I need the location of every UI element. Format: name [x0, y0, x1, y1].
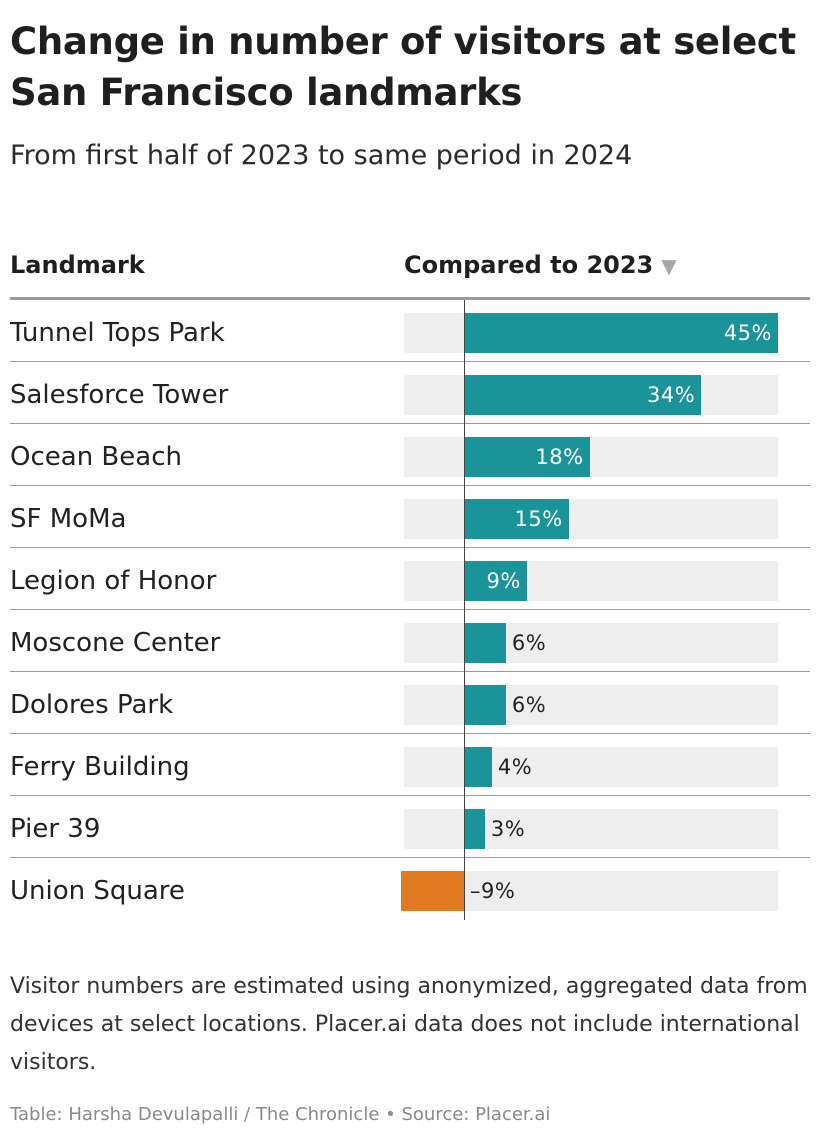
bar[interactable]	[464, 313, 778, 353]
row-divider	[10, 795, 810, 796]
row-divider	[10, 361, 810, 362]
bar[interactable]	[464, 809, 485, 849]
bar-value-label: 3%	[490, 817, 526, 841]
row-divider	[10, 485, 810, 486]
bar[interactable]	[464, 561, 527, 601]
bar-value-label: –9%	[470, 879, 516, 903]
bar-track	[404, 747, 778, 787]
column-header-compared-label: Compared to 2023	[404, 251, 654, 279]
bar-track	[404, 809, 778, 849]
row-divider	[10, 733, 810, 734]
bar-value-label: 9%	[486, 569, 521, 593]
bar-value-label: 34%	[647, 383, 696, 407]
row-divider	[10, 609, 810, 610]
bar[interactable]	[401, 871, 464, 911]
row-label: Union Square	[10, 876, 185, 906]
row-divider	[10, 547, 810, 548]
chart-title: Change in number of visitors at select S…	[10, 20, 796, 114]
bar-track	[404, 685, 778, 725]
bar-value-label: 6%	[511, 631, 547, 655]
bar[interactable]	[464, 499, 569, 539]
bar-value-label: 15%	[514, 507, 563, 531]
bar[interactable]	[464, 375, 702, 415]
source-credit: Table: Harsha Devulapalli / The Chronicl…	[10, 1104, 551, 1125]
bar[interactable]	[464, 685, 506, 725]
header-divider	[10, 297, 810, 300]
row-label: Moscone Center	[10, 628, 221, 658]
row-label: SF MoMa	[10, 504, 127, 534]
bar-track	[404, 499, 778, 539]
row-divider	[10, 671, 810, 672]
row-label: Tunnel Tops Park	[10, 318, 225, 348]
row-label: Ocean Beach	[10, 442, 182, 472]
bar-track	[404, 437, 778, 477]
bar-value-label: 18%	[535, 445, 584, 469]
row-label: Ferry Building	[10, 752, 190, 782]
row-label: Pier 39	[10, 814, 101, 844]
bar-track	[404, 623, 778, 663]
column-header-compared[interactable]: Compared to 2023 ▼	[404, 250, 677, 281]
bar-value-label: 6%	[511, 693, 547, 717]
bar[interactable]	[464, 623, 506, 663]
chart-subtitle: From first half of 2023 to same period i…	[10, 140, 633, 171]
column-header-landmark[interactable]: Landmark	[10, 251, 145, 279]
row-divider	[10, 857, 810, 858]
bar[interactable]	[464, 437, 590, 477]
bar-value-label: 45%	[723, 321, 772, 345]
row-divider	[10, 423, 810, 424]
bar-track	[404, 871, 778, 911]
row-label: Salesforce Tower	[10, 380, 229, 410]
zero-axis-line	[464, 300, 465, 920]
footnote: Visitor numbers are estimated using anon…	[10, 974, 808, 1075]
bar[interactable]	[464, 747, 492, 787]
bar-value-label: 4%	[497, 755, 533, 779]
sort-descending-icon[interactable]: ▼	[661, 254, 677, 278]
row-label: Legion of Honor	[10, 566, 217, 596]
bar-track	[404, 561, 778, 601]
row-label: Dolores Park	[10, 690, 174, 720]
